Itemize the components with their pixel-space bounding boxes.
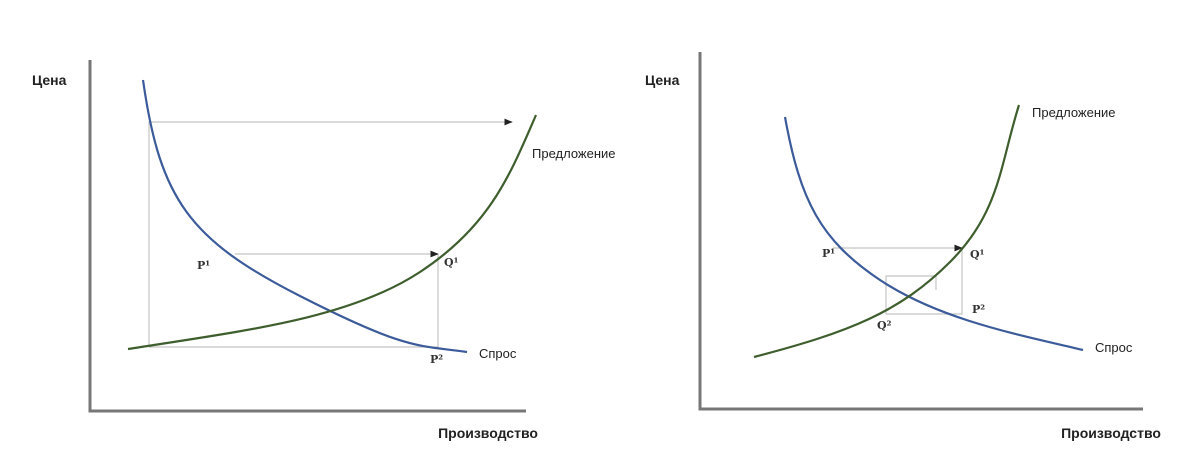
axes <box>88 60 526 413</box>
demand-curve <box>783 116 1084 352</box>
y-axis-label: Цена <box>645 72 680 88</box>
point-label: Q¹ <box>970 248 985 261</box>
point-label: Q¹ <box>444 256 459 269</box>
point-label: Q² <box>877 319 892 332</box>
point-label: P¹ <box>197 259 210 272</box>
supply-curve <box>127 114 538 351</box>
axes <box>698 52 1143 411</box>
x-axis-label: Производство <box>1061 425 1161 441</box>
panel-left: Цена Производство Предложение Спрос P¹ Q… <box>32 60 616 441</box>
guides <box>833 244 963 315</box>
demand-curve <box>141 79 468 354</box>
point-label: P¹ <box>822 247 835 260</box>
demand-label: Спрос <box>479 346 517 361</box>
demand-label: Спрос <box>1095 340 1133 355</box>
x-axis-label: Производство <box>438 425 538 441</box>
point-label: P² <box>430 353 443 366</box>
y-axis-label: Цена <box>32 72 67 88</box>
guides <box>148 118 513 348</box>
panel-right: Цена Производство Предложение Спрос P¹ Q… <box>645 52 1161 441</box>
supply-curve <box>753 104 1021 359</box>
supply-label: Предложение <box>532 146 616 161</box>
supply-label: Предложение <box>1032 105 1116 120</box>
point-label: P² <box>972 303 985 316</box>
